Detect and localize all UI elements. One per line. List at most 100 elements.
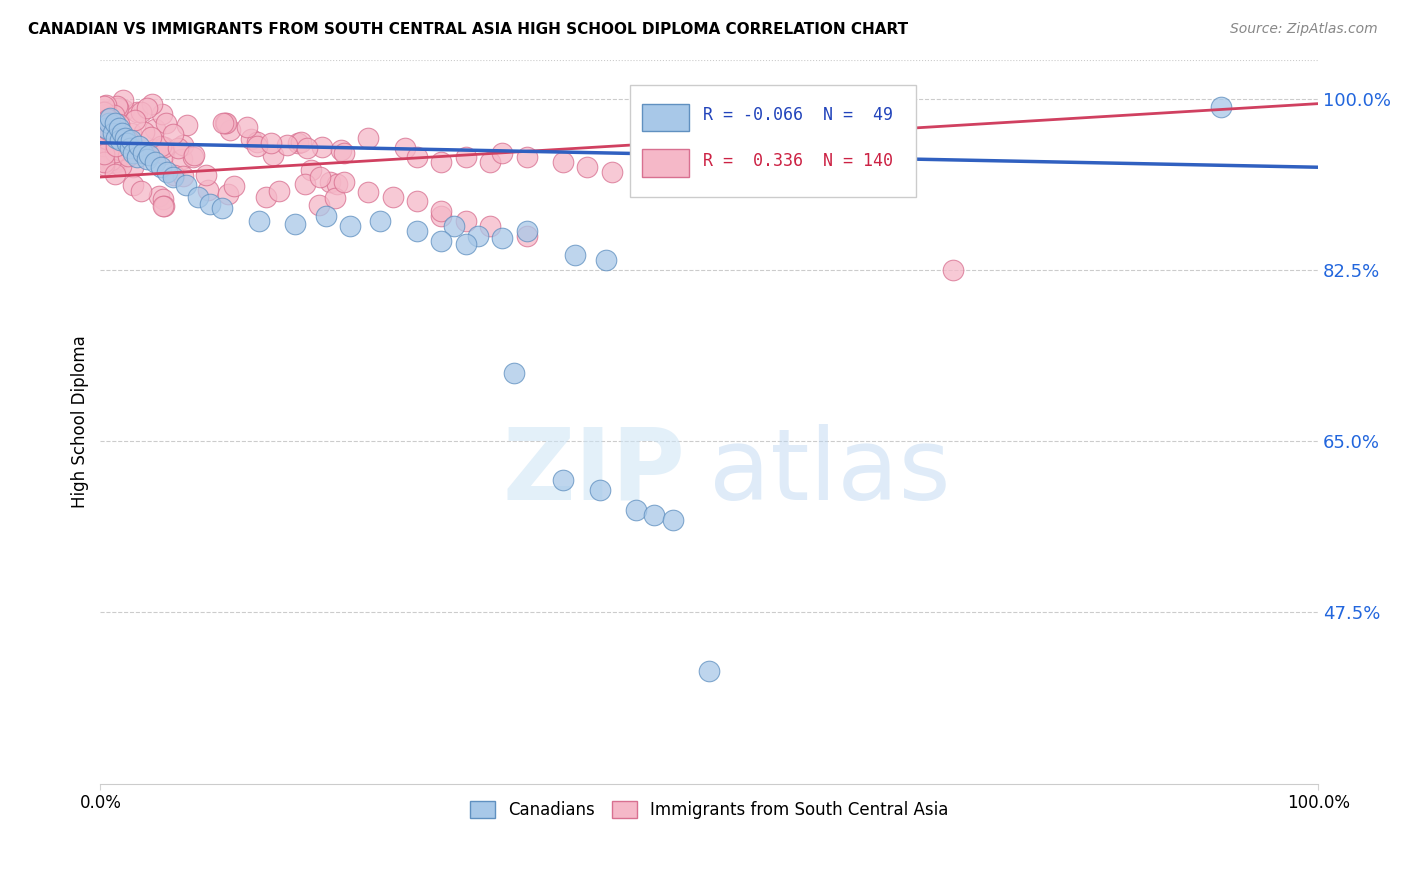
Point [294, 178, 316, 192]
Point [117, 149, 139, 163]
Point [174, 178, 197, 192]
Point [576, 160, 599, 174]
Point [246, 138, 269, 153]
Point [297, 141, 319, 155]
Point [93, 118, 115, 132]
Point [93, 158, 115, 172]
Point [101, 126, 124, 140]
Point [170, 152, 193, 166]
Point [93, 107, 115, 121]
Point [430, 209, 453, 223]
Point [308, 198, 330, 212]
Point [96, 132, 118, 146]
Point [183, 148, 205, 162]
Point [96, 121, 118, 136]
Point [94, 98, 117, 112]
Point [247, 214, 270, 228]
Point [93, 147, 115, 161]
Point [262, 148, 284, 162]
Point [240, 132, 263, 146]
Point [105, 139, 128, 153]
Point [211, 202, 233, 216]
Point [406, 194, 429, 209]
FancyBboxPatch shape [630, 85, 917, 197]
Point [111, 93, 134, 107]
Point [211, 116, 233, 130]
Point [143, 155, 166, 169]
Point [553, 474, 575, 488]
Point [105, 117, 128, 131]
Point [516, 151, 538, 165]
Point [105, 136, 128, 150]
Point [152, 199, 174, 213]
Point [479, 219, 502, 233]
Point [181, 150, 204, 164]
Point [172, 169, 194, 183]
Point [115, 136, 138, 150]
Point [93, 128, 115, 142]
Point [107, 101, 129, 115]
Point [430, 155, 453, 169]
Point [96, 107, 118, 121]
Point [93, 112, 115, 126]
Point [467, 228, 489, 243]
Point [1209, 99, 1232, 113]
Text: Source: ZipAtlas.com: Source: ZipAtlas.com [1230, 22, 1378, 37]
Point [162, 127, 184, 141]
Point [150, 107, 173, 121]
Point [134, 125, 156, 139]
Text: CANADIAN VS IMMIGRANTS FROM SOUTH CENTRAL ASIA HIGH SCHOOL DIPLOMA CORRELATION C: CANADIAN VS IMMIGRANTS FROM SOUTH CENTRA… [28, 22, 908, 37]
Text: ZIP: ZIP [502, 424, 685, 521]
Point [357, 185, 380, 199]
Point [236, 120, 259, 135]
Point [643, 508, 665, 522]
Point [143, 121, 166, 136]
Point [100, 136, 122, 150]
Point [111, 126, 134, 140]
Point [139, 130, 162, 145]
Point [120, 127, 142, 141]
Point [100, 139, 122, 153]
Point [105, 131, 128, 145]
Point [97, 156, 120, 170]
Point [149, 139, 172, 153]
Point [93, 141, 115, 155]
Point [162, 169, 184, 184]
Point [315, 209, 337, 223]
Point [96, 123, 118, 137]
Point [107, 152, 129, 166]
Point [172, 138, 194, 153]
Point [222, 178, 245, 193]
Point [135, 101, 157, 115]
Point [156, 165, 179, 179]
Point [93, 99, 115, 113]
Point [290, 135, 312, 149]
Text: atlas: atlas [709, 424, 950, 521]
Point [135, 153, 157, 167]
Point [697, 664, 720, 678]
Point [370, 214, 392, 228]
Y-axis label: High School Diploma: High School Diploma [72, 335, 89, 508]
Point [430, 234, 453, 248]
Point [97, 134, 120, 148]
Point [323, 191, 346, 205]
Point [143, 142, 166, 156]
Point [217, 186, 239, 201]
Point [406, 224, 429, 238]
Point [218, 123, 240, 137]
Point [93, 131, 115, 145]
Point [148, 189, 170, 203]
Point [942, 263, 965, 277]
Point [260, 136, 283, 150]
Point [96, 137, 118, 152]
Point [491, 145, 513, 160]
Point [117, 138, 139, 153]
Point [308, 169, 330, 184]
Point [93, 112, 115, 126]
Point [138, 148, 160, 162]
Point [624, 502, 647, 516]
Point [97, 116, 120, 130]
Point [127, 105, 149, 120]
FancyBboxPatch shape [643, 103, 689, 131]
Point [516, 224, 538, 238]
